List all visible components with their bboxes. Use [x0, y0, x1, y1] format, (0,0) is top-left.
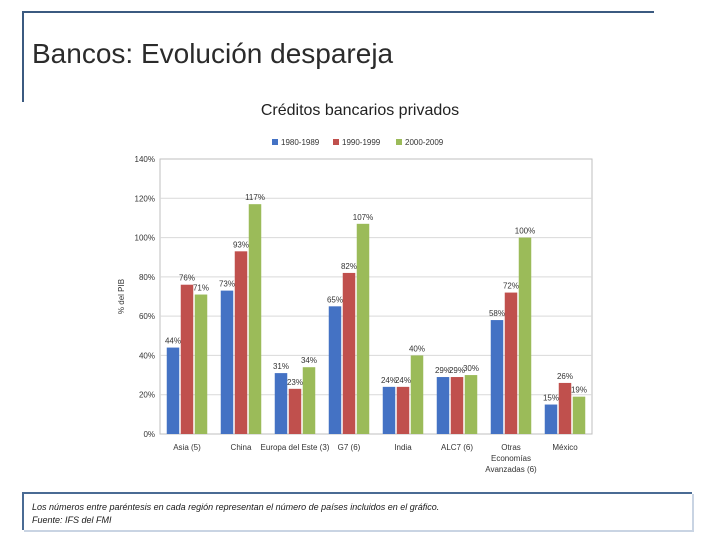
y-tick-label: 20% — [139, 391, 155, 400]
data-label: 31% — [273, 362, 289, 371]
bar-chart: 0% 20% 40% 60% 80% 100% 120% 140% % del PIB 1980-… — [117, 138, 593, 474]
bar-1990-1999-1 — [234, 251, 248, 434]
bar-1990-1999-6 — [504, 292, 518, 434]
bar-2000-2009-4 — [410, 355, 424, 434]
data-label: 93% — [233, 240, 249, 249]
bar-2000-2009-2 — [302, 367, 316, 434]
y-tick-label: 120% — [135, 194, 155, 203]
x-tick-label: G7 (6) — [338, 443, 361, 452]
bar-2000-2009-0 — [194, 294, 208, 434]
bar-2000-2009-5 — [464, 375, 478, 434]
x-tick-label: Otras — [501, 443, 521, 452]
slide-title: Bancos: Evolución despareja — [32, 38, 394, 69]
data-label: 23% — [287, 378, 303, 387]
bar-1990-1999-4 — [396, 386, 410, 434]
x-tick-label: Europa del Este (3) — [261, 443, 330, 452]
data-label: 58% — [489, 309, 505, 318]
bar-1980-1989-2 — [274, 373, 288, 434]
data-label: 30% — [463, 364, 479, 373]
source-text: Fuente: IFS del FMI — [32, 515, 112, 525]
bar-1980-1989-5 — [436, 377, 450, 434]
bar-1990-1999-3 — [342, 272, 356, 434]
y-tick-label: 60% — [139, 312, 155, 321]
bar-1980-1989-4 — [382, 386, 396, 434]
data-label: 19% — [571, 386, 587, 395]
data-label: 72% — [503, 282, 519, 291]
top-accent-rule — [22, 11, 654, 13]
x-tick-label: Economías — [491, 454, 531, 463]
data-label: 24% — [381, 376, 397, 385]
bar-1990-1999-0 — [180, 284, 194, 434]
bar-2000-2009-3 — [356, 223, 370, 434]
bar-1980-1989-6 — [490, 320, 504, 434]
bar-1990-1999-5 — [450, 377, 464, 434]
data-label: 76% — [179, 274, 195, 283]
bar-1980-1989-3 — [328, 306, 342, 434]
y-axis-label: % del PIB — [117, 279, 126, 314]
data-label: 71% — [193, 284, 209, 293]
data-label: 29% — [449, 366, 465, 375]
legend-label: 1990-1999 — [342, 138, 381, 147]
left-accent-rule — [22, 11, 24, 102]
bar-2000-2009-7 — [572, 396, 586, 434]
data-label: 29% — [435, 366, 451, 375]
y-tick-label: 0% — [143, 430, 155, 439]
data-label: 73% — [219, 280, 235, 289]
legend-swatch — [272, 139, 278, 145]
data-label: 34% — [301, 356, 317, 365]
x-tick-label: China — [231, 443, 252, 452]
x-tick-label: Asia (5) — [173, 443, 201, 452]
bar-1990-1999-7 — [558, 382, 572, 434]
footer-note-box: Los números entre paréntesis en cada reg… — [22, 492, 692, 530]
data-label: 117% — [245, 193, 265, 202]
x-tick-label: ALC7 (6) — [441, 443, 473, 452]
x-tick-label: Avanzadas (6) — [485, 465, 537, 474]
data-label: 65% — [327, 295, 343, 304]
bar-2000-2009-6 — [518, 237, 532, 434]
plot-frame — [159, 158, 593, 435]
data-label: 40% — [409, 344, 425, 353]
data-label: 100% — [515, 227, 535, 236]
data-label: 26% — [557, 372, 573, 381]
bar-1980-1989-0 — [166, 347, 180, 434]
y-tick-label: 140% — [135, 155, 155, 164]
data-label: 15% — [543, 394, 559, 403]
legend-label: 1980-1989 — [281, 138, 320, 147]
data-label: 44% — [165, 337, 181, 346]
bar-1980-1989-1 — [220, 290, 234, 434]
y-tick-label: 100% — [135, 234, 155, 243]
data-label: 82% — [341, 262, 357, 271]
data-label: 24% — [395, 376, 411, 385]
y-tick-label: 40% — [139, 351, 155, 360]
y-tick-label: 80% — [139, 273, 155, 282]
x-tick-label: India — [394, 443, 412, 452]
legend-swatch — [333, 139, 339, 145]
chart-title: Créditos bancarios privados — [260, 102, 460, 119]
bar-2000-2009-1 — [248, 204, 262, 434]
legend-label: 2000-2009 — [405, 138, 444, 147]
legend-swatch — [396, 139, 402, 145]
bar-1990-1999-2 — [288, 388, 302, 434]
data-label: 107% — [353, 213, 373, 222]
x-tick-label: México — [552, 443, 578, 452]
bar-1980-1989-7 — [544, 404, 558, 434]
footnote-text: Los números entre paréntesis en cada reg… — [32, 502, 440, 512]
